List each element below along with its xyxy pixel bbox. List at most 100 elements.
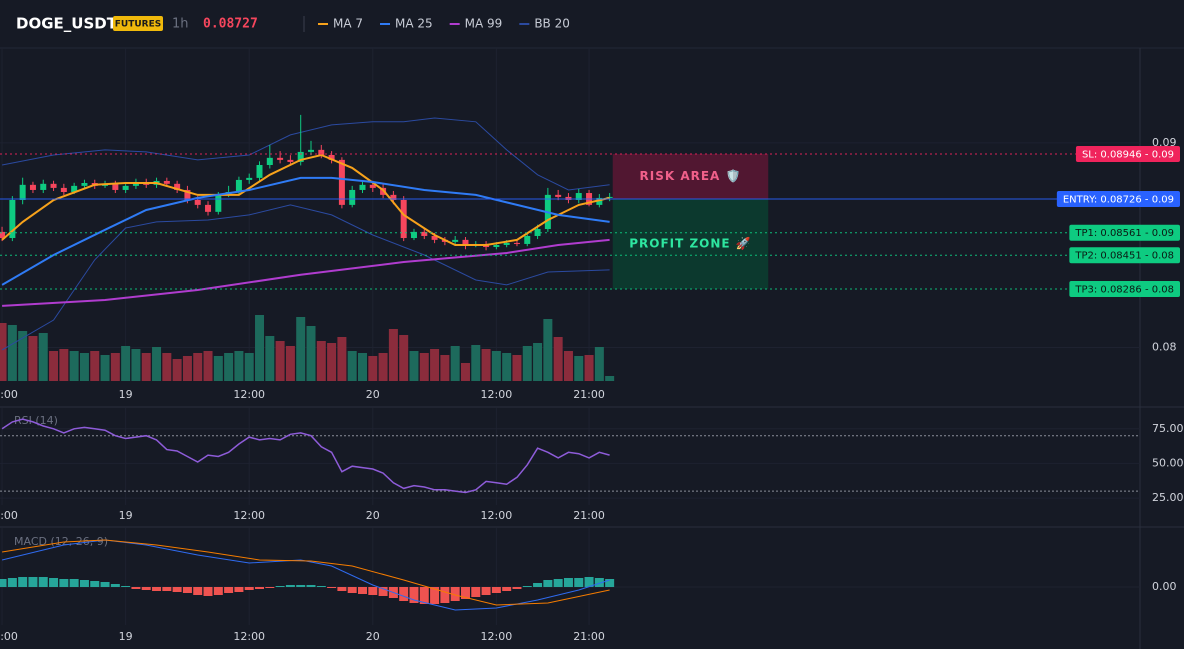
volume-bar bbox=[533, 343, 543, 381]
volume-bar bbox=[605, 376, 615, 381]
volume-bar bbox=[182, 356, 192, 381]
macd-histogram-bar bbox=[337, 587, 347, 591]
volume-bar bbox=[49, 351, 59, 381]
x-tick-label: 12:00 bbox=[481, 509, 513, 522]
volume-bar bbox=[337, 337, 347, 381]
macd-histogram-bar bbox=[285, 585, 295, 587]
volume-bar bbox=[203, 351, 213, 381]
volume-bar bbox=[224, 353, 234, 381]
macd-histogram-bar bbox=[38, 577, 48, 587]
candle-body bbox=[122, 185, 129, 190]
volume-bar bbox=[378, 353, 388, 381]
candle-body bbox=[606, 196, 613, 198]
volume-bar bbox=[244, 353, 254, 381]
macd-label: MACD (12, 26, 9) bbox=[14, 535, 108, 548]
futures-badge bbox=[113, 16, 163, 31]
macd-histogram-bar bbox=[182, 587, 192, 593]
macd-histogram-bar bbox=[502, 587, 512, 591]
x-tick-label: 21:00 bbox=[573, 509, 605, 522]
candle-body bbox=[215, 194, 222, 212]
volume-bar bbox=[38, 333, 48, 381]
y-tick-label: 0.00 bbox=[1152, 580, 1177, 593]
macd-histogram-bar bbox=[584, 577, 594, 587]
volume-bar bbox=[69, 351, 79, 381]
candle-body bbox=[421, 231, 428, 236]
volume-bar bbox=[90, 351, 100, 381]
volume-bar bbox=[316, 341, 326, 381]
macd-histogram-bar bbox=[90, 581, 100, 587]
volume-bar bbox=[121, 346, 131, 381]
volume-bar bbox=[131, 349, 141, 381]
legend-label: MA 99 bbox=[465, 17, 503, 31]
x-tick-label: 21:00 bbox=[573, 630, 605, 643]
x-tick-label: 19 bbox=[119, 630, 133, 643]
volume-bar bbox=[512, 355, 522, 381]
macd-histogram-bar bbox=[430, 587, 440, 604]
candle-body bbox=[308, 149, 315, 152]
candle-body bbox=[163, 180, 170, 184]
volume-bar bbox=[234, 351, 244, 381]
macd-histogram-bar bbox=[399, 587, 409, 601]
candle-body bbox=[596, 197, 603, 205]
candle-body bbox=[29, 184, 36, 190]
macd-histogram-bar bbox=[440, 587, 450, 603]
volume-bar bbox=[594, 347, 604, 381]
volume-bar bbox=[0, 323, 7, 381]
candle-body bbox=[60, 187, 67, 192]
volume-bar bbox=[18, 331, 28, 381]
macd-histogram-bar bbox=[491, 587, 501, 593]
candle-body bbox=[555, 194, 562, 197]
candle-body bbox=[50, 183, 57, 188]
macd-histogram-bar bbox=[110, 584, 120, 587]
candle-body bbox=[246, 177, 253, 180]
x-tick-label: 19 bbox=[119, 509, 133, 522]
candle-body bbox=[400, 199, 407, 239]
candle-body bbox=[565, 196, 572, 200]
x-tick-label: 19 bbox=[119, 388, 133, 401]
macd-histogram-bar bbox=[213, 587, 223, 595]
x-tick-label: 12:00 bbox=[481, 388, 513, 401]
x-tick-label: 12:00 bbox=[233, 630, 265, 643]
macd-histogram-bar bbox=[563, 578, 573, 587]
volume-bar bbox=[450, 346, 460, 381]
macd-histogram-bar bbox=[59, 579, 69, 587]
level-label: TP1: 0.08561 - 0.09 bbox=[1074, 228, 1174, 239]
x-tick-label: 20 bbox=[366, 509, 380, 522]
last-price: 0.08727 bbox=[203, 17, 258, 32]
volume-bar bbox=[193, 353, 203, 381]
candle-body bbox=[452, 239, 459, 242]
y-tick-label: 0.09 bbox=[1152, 136, 1177, 149]
level-label: TP2: 0.08451 - 0.08 bbox=[1074, 251, 1174, 262]
volume-bar bbox=[563, 351, 573, 381]
macd-histogram-bar bbox=[533, 583, 543, 587]
macd-histogram-bar bbox=[594, 578, 604, 587]
macd-histogram-bar bbox=[327, 587, 337, 588]
level-tag bbox=[1069, 224, 1180, 241]
candle-body bbox=[174, 183, 181, 190]
x-tick-label: 12:00 bbox=[481, 630, 513, 643]
level-tag bbox=[1069, 247, 1180, 264]
macd-histogram-bar bbox=[357, 587, 367, 594]
macd-histogram-bar bbox=[553, 579, 563, 587]
volume-bar bbox=[306, 326, 316, 381]
macd-histogram-bar bbox=[512, 587, 522, 589]
macd-histogram-bar bbox=[275, 586, 285, 587]
level-tag bbox=[1069, 280, 1180, 297]
legend-label: BB 20 bbox=[534, 17, 570, 31]
volume-bar bbox=[440, 355, 450, 381]
macd-histogram-bar bbox=[368, 587, 378, 595]
volume-bar bbox=[255, 315, 265, 381]
x-tick-label: 20 bbox=[366, 388, 380, 401]
candle-body bbox=[9, 199, 16, 239]
volume-bar bbox=[368, 356, 378, 381]
macd-histogram-bar bbox=[543, 580, 553, 587]
x-tick-label: 12:00 bbox=[0, 509, 18, 522]
candle-body bbox=[503, 242, 510, 245]
candle-body bbox=[81, 183, 88, 186]
macd-histogram-bar bbox=[522, 586, 532, 587]
symbol: DOGE_USDT bbox=[16, 15, 118, 33]
volume-bar bbox=[213, 356, 223, 381]
candle-body bbox=[19, 184, 26, 200]
level-label: SL: 0.08946 - 0.09 bbox=[1082, 149, 1174, 160]
macd-histogram-bar bbox=[460, 587, 470, 599]
